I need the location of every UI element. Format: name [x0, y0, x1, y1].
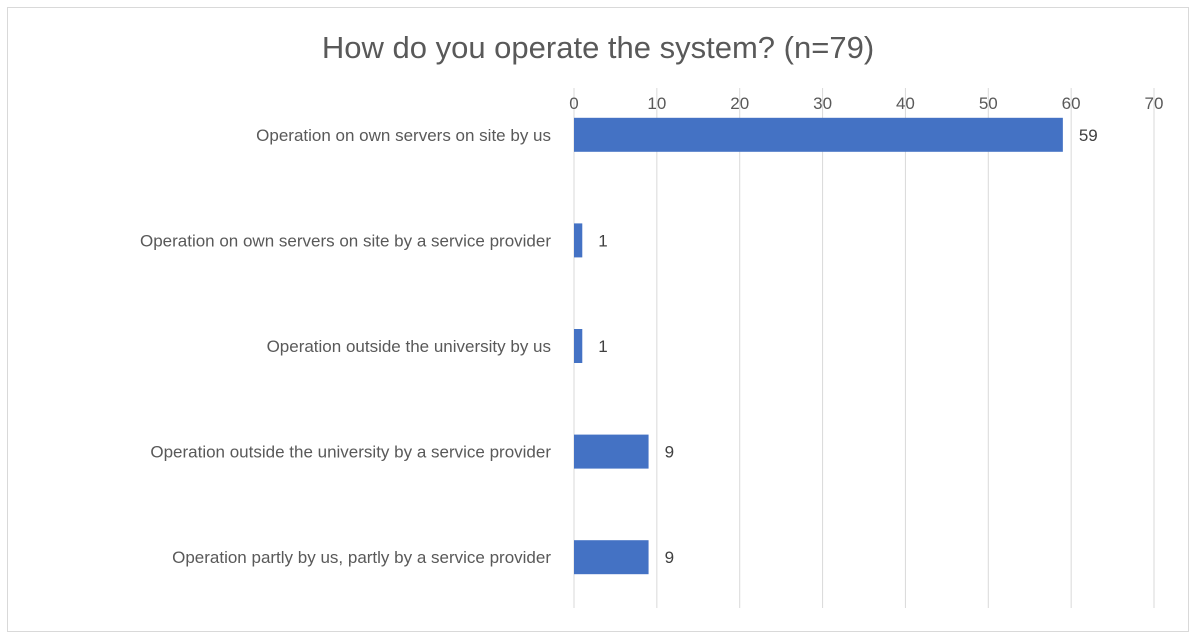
x-tick-label: 40 [896, 94, 915, 113]
x-tick-label: 50 [979, 94, 998, 113]
chart-title: How do you operate the system? (n=79) [322, 30, 874, 65]
gridlines [573, 88, 1155, 608]
data-label: 9 [665, 443, 674, 462]
bar [574, 117, 1063, 152]
category-label: Operation partly by us, partly by a serv… [172, 548, 551, 567]
data-labels: 59 1 1 9 9 [598, 126, 1097, 567]
category-label: Operation on own servers on site by us [256, 126, 551, 145]
x-tick-label: 70 [1145, 94, 1164, 113]
data-label: 1 [598, 231, 607, 250]
data-label: 59 [1079, 126, 1098, 145]
bar [574, 434, 649, 469]
bars [574, 117, 1063, 575]
bar [574, 223, 583, 258]
data-label: 1 [598, 337, 607, 356]
data-label: 9 [665, 548, 674, 567]
x-tick-label: 30 [813, 94, 832, 113]
category-label: Operation outside the university by us [267, 337, 551, 356]
bar [574, 540, 649, 575]
chart-frame [7, 7, 1189, 632]
x-tick-label: 20 [730, 94, 749, 113]
bar [574, 329, 583, 363]
category-label: Operation on own servers on site by a se… [140, 231, 551, 250]
x-tick-label: 10 [647, 94, 666, 113]
x-axis-ticks: 0 10 20 30 40 50 60 70 [569, 94, 1163, 113]
category-labels: Operation on own servers on site by us Op… [140, 126, 551, 567]
x-tick-label: 0 [569, 94, 578, 113]
category-label: Operation outside the university by a se… [150, 443, 551, 462]
x-tick-label: 60 [1062, 94, 1081, 113]
